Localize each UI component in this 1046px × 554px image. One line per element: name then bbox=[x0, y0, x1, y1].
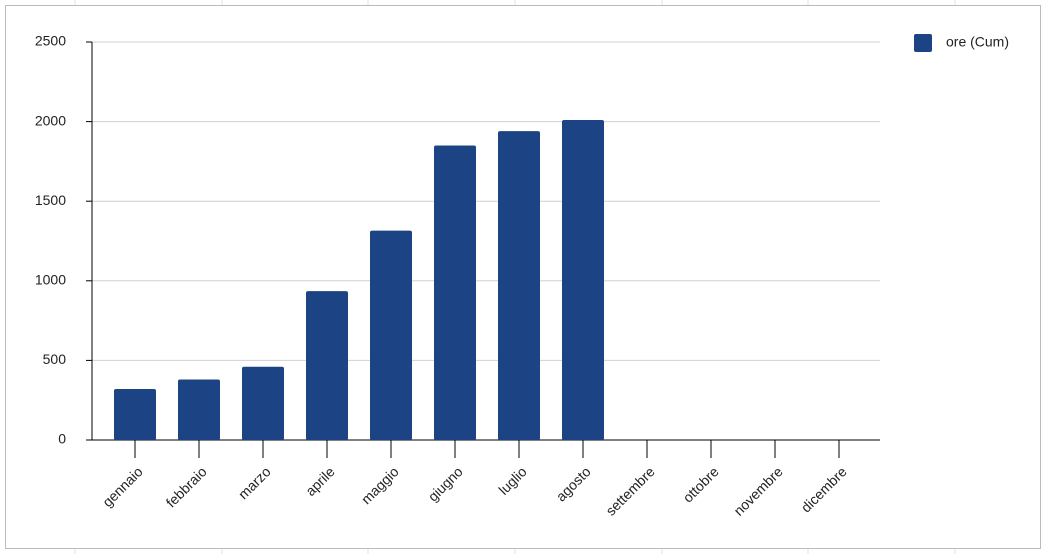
bar bbox=[562, 120, 604, 441]
bar bbox=[306, 291, 348, 440]
legend-swatch bbox=[914, 34, 932, 52]
y-tick-label: 1500 bbox=[35, 192, 66, 208]
legend-label: ore (Cum) bbox=[946, 34, 1009, 50]
y-tick-label: 2500 bbox=[35, 33, 66, 49]
bar bbox=[434, 145, 476, 441]
bar bbox=[370, 230, 412, 440]
bar bbox=[178, 379, 220, 440]
y-tick-label: 500 bbox=[43, 351, 67, 367]
y-tick-label: 1000 bbox=[35, 272, 66, 288]
bar bbox=[114, 389, 156, 440]
bar bbox=[498, 131, 540, 441]
bar bbox=[242, 366, 284, 440]
y-tick-label: 0 bbox=[58, 431, 66, 447]
y-tick-label: 2000 bbox=[35, 112, 66, 128]
